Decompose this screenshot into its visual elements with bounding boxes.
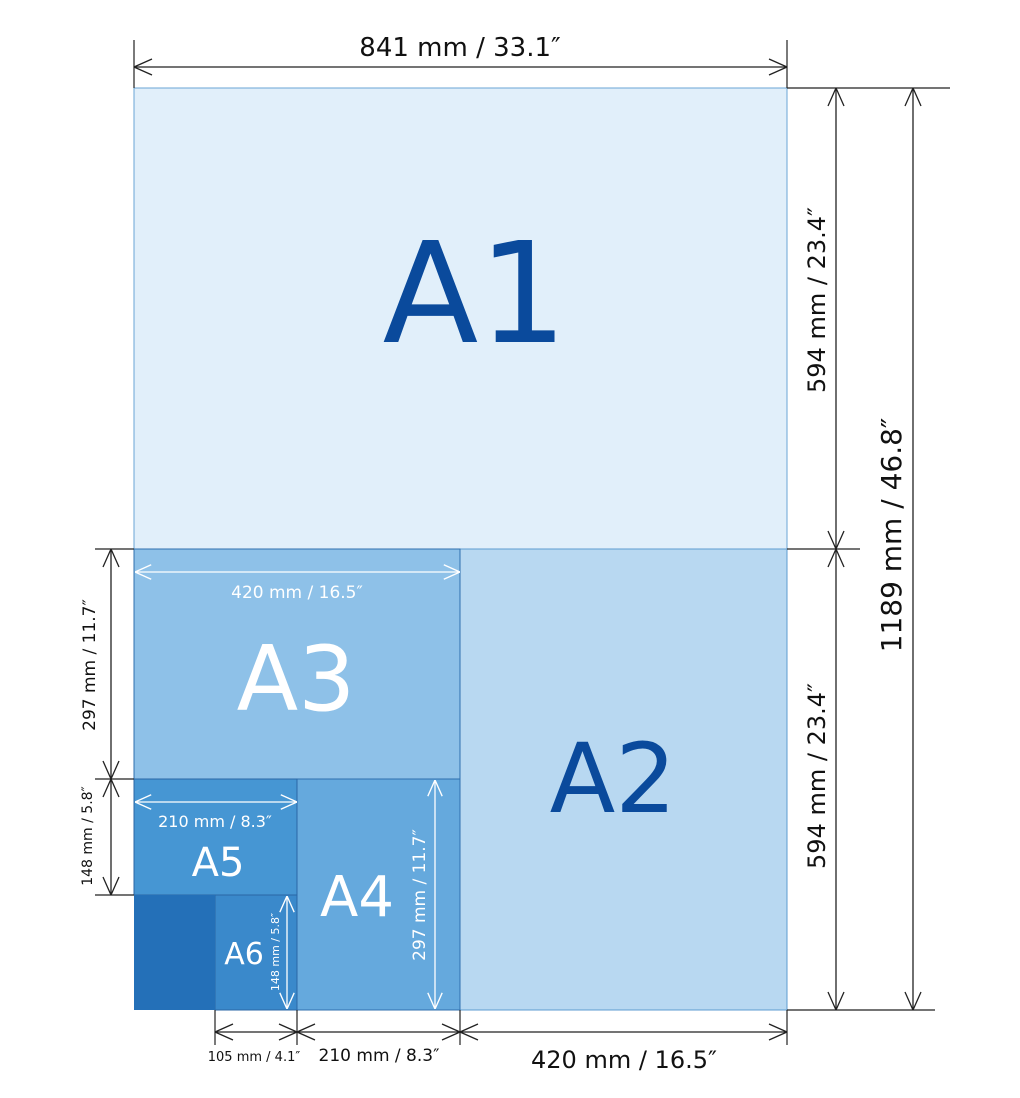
extension-lines (95, 40, 950, 1045)
dim-a3-height: 297 mm / 11.7″ (80, 599, 100, 731)
label-a5: A5 (192, 840, 245, 886)
sheet-a1 (133, 87, 788, 550)
sheet-a3 (133, 548, 461, 780)
dim-a4-height: 297 mm / 11.7″ (410, 829, 430, 961)
label-a6: A6 (224, 937, 264, 972)
label-a3: A3 (237, 627, 356, 732)
dim-a2-width: 420 mm / 16.5″ (531, 1046, 717, 1074)
sheet-a7 (134, 895, 215, 1010)
dim-a1-height: 594 mm / 23.4″ (803, 207, 831, 393)
label-a2: A2 (550, 723, 677, 835)
dim-a0-height: 1189 mm / 46.8″ (875, 418, 908, 653)
dim-a2-height: 594 mm / 23.4″ (803, 683, 831, 869)
dim-a3-width: 420 mm / 16.5″ (231, 583, 363, 603)
dim-a4-width: 210 mm / 8.3″ (319, 1046, 440, 1066)
label-a4: A4 (320, 865, 394, 930)
dim-a5-height: 148 mm / 5.8″ (80, 786, 96, 886)
dim-a5-width: 210 mm / 8.3″ (158, 812, 272, 831)
sheet-a2 (459, 548, 788, 1011)
dim-a7-width: 105 mm / 4.1″ (208, 1050, 301, 1065)
dim-a1-width: 841 mm / 33.1″ (359, 33, 561, 63)
label-a1: A1 (383, 213, 568, 376)
dim-a6-height: 148 mm / 5.8″ (269, 913, 282, 991)
